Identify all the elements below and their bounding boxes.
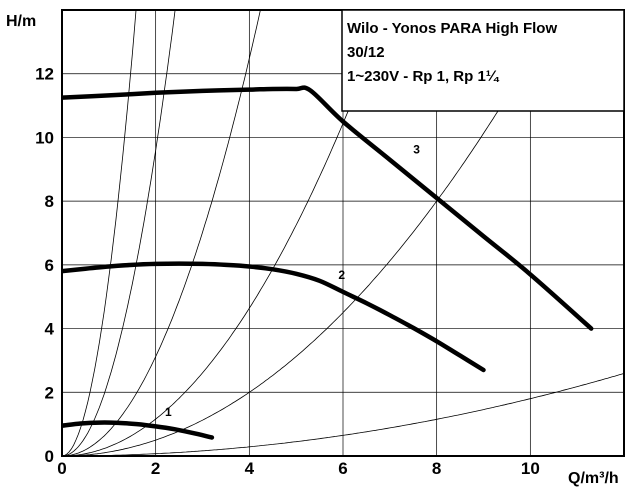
pump-curve-1 [62,420,215,440]
pump-curve-2 [62,261,486,373]
x-tick-label: 2 [151,459,160,478]
curve-label-3: 3 [413,142,420,156]
title-line-2: 30/12 [347,44,385,61]
y-tick-label: 4 [45,320,55,339]
x-tick-label: 4 [245,459,255,478]
x-tick-label: 8 [432,459,441,478]
y-tick-label: 0 [45,447,54,466]
pump-curves [62,85,594,440]
y-tick-label: 6 [45,256,54,275]
system-curve [62,10,388,456]
title-line-3: 1~230V - Rp 1, Rp 1¼ [347,68,500,85]
pump-curve-3 [62,85,594,331]
y-tick-label: 2 [45,383,54,402]
x-tick-label: 6 [338,459,347,478]
curve-label-2: 2 [338,268,345,282]
curve-labels: 1 2 3 [165,142,420,419]
title-line-1: Wilo - Yonos PARA High Flow [347,20,557,37]
y-tick-label: 8 [45,192,54,211]
title-box-frame [341,9,625,112]
curve-label-1: 1 [165,405,172,419]
x-axis-label: Q/m³/h [568,470,619,487]
system-curve [62,373,624,456]
title-box: Wilo - Yonos PARA High Flow 30/12 1~230V… [341,9,625,112]
y-tick-label: 10 [35,128,54,147]
system-curves [62,10,624,456]
system-curve [62,10,559,456]
y-tick-label: 12 [35,65,54,84]
system-curve [62,10,137,456]
system-curve [62,10,261,456]
y-axis-label: H/m [6,13,36,30]
x-tick-label: 10 [521,459,540,478]
x-tick-label: 0 [57,459,66,478]
system-curve [62,10,176,456]
